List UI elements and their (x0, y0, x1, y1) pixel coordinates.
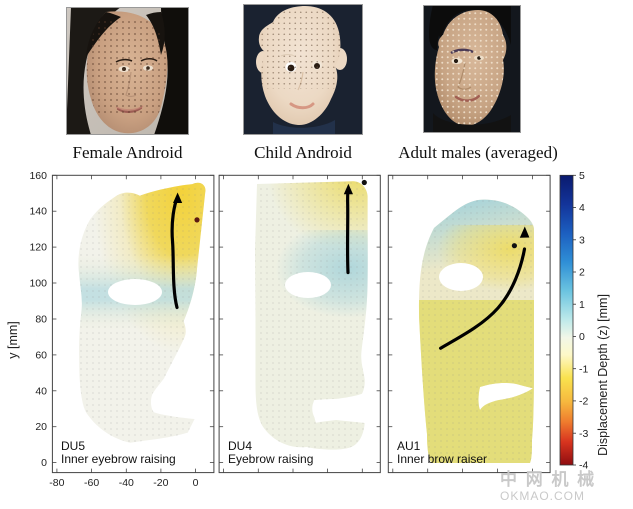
svg-text:DU4: DU4 (228, 439, 252, 453)
svg-text:60: 60 (35, 349, 47, 361)
svg-text:AU1: AU1 (397, 439, 421, 453)
svg-text:Inner brow raiser: Inner brow raiser (397, 452, 487, 466)
svg-text:-60: -60 (84, 477, 99, 489)
svg-text:4: 4 (579, 202, 585, 214)
svg-text:20: 20 (35, 421, 47, 433)
svg-text:40: 40 (35, 385, 47, 397)
svg-text:中 网 机 械: 中 网 机 械 (500, 469, 596, 489)
svg-text:100: 100 (29, 278, 47, 290)
svg-text:0: 0 (579, 331, 585, 343)
svg-text:120: 120 (29, 242, 47, 254)
svg-text:160: 160 (29, 170, 47, 182)
svg-text:DU5: DU5 (61, 439, 85, 453)
svg-text:1: 1 (579, 299, 585, 311)
svg-text:0: 0 (41, 457, 47, 469)
svg-text:-40: -40 (119, 477, 134, 489)
svg-text:0: 0 (193, 477, 199, 489)
svg-text:2: 2 (579, 267, 585, 279)
svg-text:5: 5 (579, 170, 585, 182)
svg-text:OKMAO.COM: OKMAO.COM (500, 489, 585, 503)
svg-text:140: 140 (29, 206, 47, 218)
svg-text:3: 3 (579, 235, 585, 247)
svg-text:80: 80 (35, 314, 47, 326)
svg-text:-20: -20 (153, 477, 168, 489)
svg-text:y [mm]: y [mm] (6, 321, 20, 359)
svg-text:-80: -80 (49, 477, 64, 489)
svg-text:-2: -2 (579, 396, 588, 408)
svg-text:Inner eyebrow raising: Inner eyebrow raising (61, 452, 176, 466)
svg-text:Displacement Depth (z) [mm]: Displacement Depth (z) [mm] (596, 294, 610, 456)
svg-text:-3: -3 (579, 428, 588, 440)
svg-text:-1: -1 (579, 363, 588, 375)
svg-text:Eyebrow raising: Eyebrow raising (228, 452, 313, 466)
